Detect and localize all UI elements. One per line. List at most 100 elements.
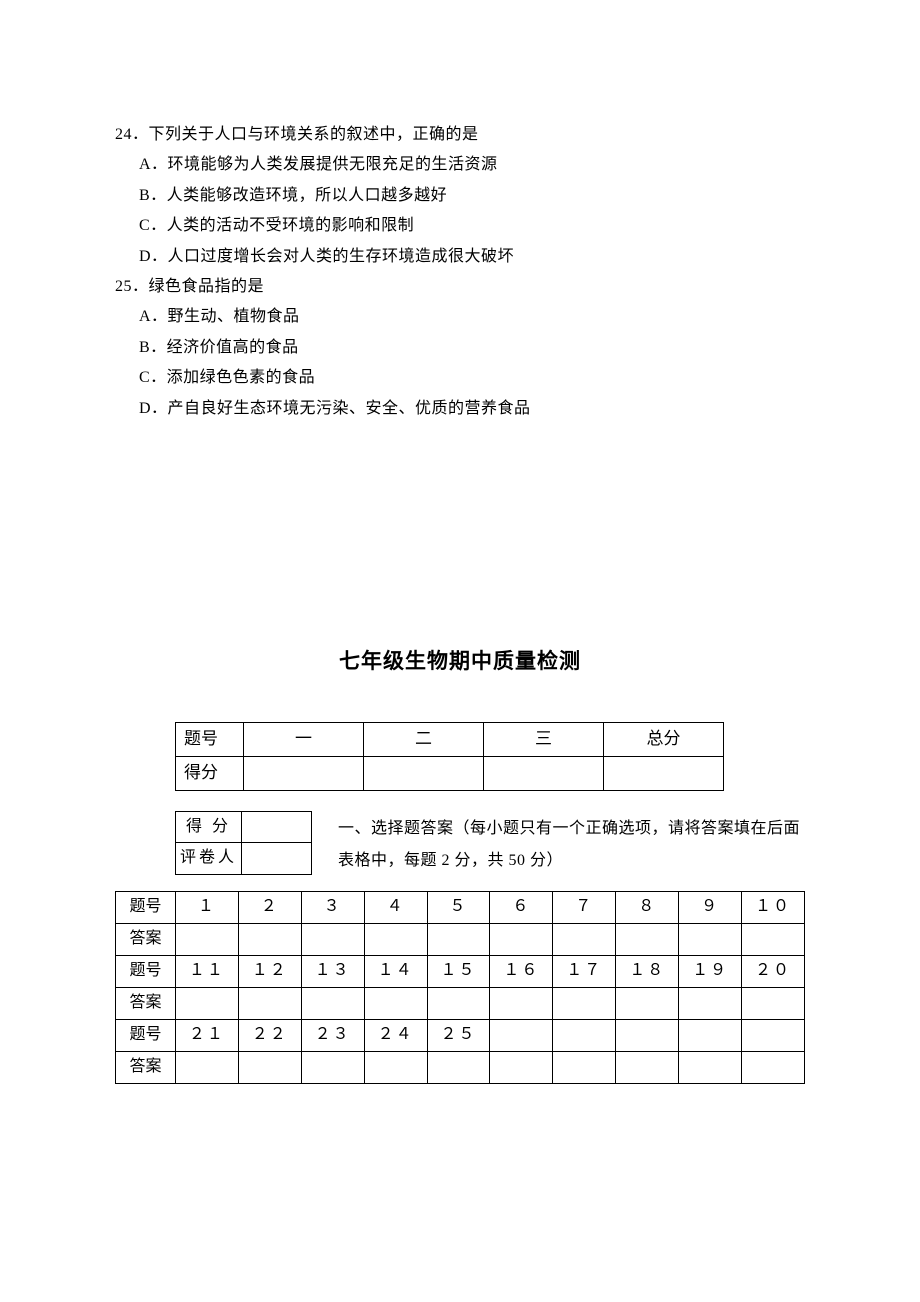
answer-cell [175,987,238,1019]
q25-stem: 25．绿色食品指的是 [115,272,805,302]
table-row: 答案 [116,987,805,1019]
table-row: 评卷人 [176,843,312,874]
answer-cell [175,1051,238,1083]
q25-optA: A．野生动、植物食品 [115,302,805,332]
answer-q-num: １３ [301,955,364,987]
answer-cell [490,923,553,955]
answer-q-num [679,1019,742,1051]
answer-q-num: ２０ [742,955,805,987]
answer-cell [742,923,805,955]
answer-cell [553,923,616,955]
answer-cell [301,1051,364,1083]
table-row: 题号 １１ １２ １３ １４ １５ １６ １７ １８ １９ ２０ [116,955,805,987]
answer-cell [742,987,805,1019]
table-row: 题号 一 二 三 总分 [176,722,724,756]
answer-cell [175,923,238,955]
answer-row-label: 题号 [116,1019,176,1051]
answer-cell [490,1051,553,1083]
grader-name-label: 评卷人 [176,843,242,874]
answer-row-label: 题号 [116,955,176,987]
q24-optB: B．人类能够改造环境，所以人口越多越好 [115,181,805,211]
answer-cell [238,923,301,955]
answer-cell [427,987,490,1019]
q24-optC: C．人类的活动不受环境的影响和限制 [115,211,805,241]
score-row-label: 题号 [176,722,244,756]
answer-cell [427,923,490,955]
answer-cell [364,923,427,955]
answer-cell [364,987,427,1019]
q25-optD: D．产自良好生态环境无污染、安全、优质的营养食品 [115,394,805,424]
q25-optC: C．添加绿色色素的食品 [115,363,805,393]
answer-row-label: 答案 [116,1051,176,1083]
score-col-3: 三 [484,722,604,756]
answer-q-num: １ [175,891,238,923]
answer-q-num [742,1019,805,1051]
answer-cell [238,987,301,1019]
answer-q-num: ２２ [238,1019,301,1051]
answer-q-num: ５ [427,891,490,923]
answer-cell [301,923,364,955]
answer-q-num: ８ [616,891,679,923]
score-cell [364,756,484,790]
answer-cell [553,987,616,1019]
answer-cell [679,987,742,1019]
table-row: 得分 [176,756,724,790]
answer-cell [490,987,553,1019]
grader-name-cell [242,843,312,874]
q24-optD: D．人口过度增长会对人类的生存环境造成很大破坏 [115,242,805,272]
answer-q-num: １８ [616,955,679,987]
answer-cell [616,923,679,955]
q25-optB: B．经济价值高的食品 [115,333,805,363]
answer-cell [679,923,742,955]
answer-q-num: １５ [427,955,490,987]
answer-q-num: ７ [553,891,616,923]
answer-q-num: ４ [364,891,427,923]
answer-cell [364,1051,427,1083]
score-table: 题号 一 二 三 总分 得分 [175,722,724,791]
answer-row-label: 题号 [116,891,176,923]
answer-cell [616,987,679,1019]
q24-optA: A．环境能够为人类发展提供无限充足的生活资源 [115,150,805,180]
answer-q-num: ２５ [427,1019,490,1051]
score-col-2: 二 [364,722,484,756]
table-row: 答案 [116,923,805,955]
answer-q-num: ９ [679,891,742,923]
table-row: 答案 [116,1051,805,1083]
answer-q-num [616,1019,679,1051]
answer-cell [742,1051,805,1083]
score-row-label: 得分 [176,756,244,790]
answer-q-num: １２ [238,955,301,987]
section-1-title: 一、选择题答案（每小题只有一个正确选项，请将答案填在后面 表格中，每题 2 分，… [338,813,800,877]
answer-q-num: １６ [490,955,553,987]
answer-q-num: １９ [679,955,742,987]
score-col-total: 总分 [604,722,724,756]
answer-cell [616,1051,679,1083]
answer-q-num: ６ [490,891,553,923]
answer-row-label: 答案 [116,923,176,955]
answer-q-num [490,1019,553,1051]
page-title: 七年级生物期中质量检测 [115,642,805,682]
answer-q-num: ３ [301,891,364,923]
answer-q-num: １０ [742,891,805,923]
answer-cell [301,987,364,1019]
grader-score-cell [242,811,312,842]
answer-cell [679,1051,742,1083]
table-row: 题号 １ ２ ３ ４ ５ ６ ７ ８ ９ １０ [116,891,805,923]
answer-q-num: １７ [553,955,616,987]
answer-q-num: １４ [364,955,427,987]
answer-q-num: １１ [175,955,238,987]
answer-q-num: ２１ [175,1019,238,1051]
score-col-1: 一 [244,722,364,756]
score-cell [484,756,604,790]
answer-cell [427,1051,490,1083]
answer-cell [238,1051,301,1083]
answer-table: 题号 １ ２ ３ ４ ５ ６ ７ ８ ９ １０ 答案 题号 １１ １２ １３ １… [115,891,805,1084]
q24-stem: 24．下列关于人口与环境关系的叙述中，正确的是 [115,120,805,150]
answer-q-num: ２３ [301,1019,364,1051]
answer-q-num [553,1019,616,1051]
table-row: 题号 ２１ ２２ ２３ ２４ ２５ [116,1019,805,1051]
score-cell [244,756,364,790]
answer-q-num: ２ [238,891,301,923]
answer-cell [553,1051,616,1083]
section-1-line1: 一、选择题答案（每小题只有一个正确选项，请将答案填在后面 [338,820,800,837]
